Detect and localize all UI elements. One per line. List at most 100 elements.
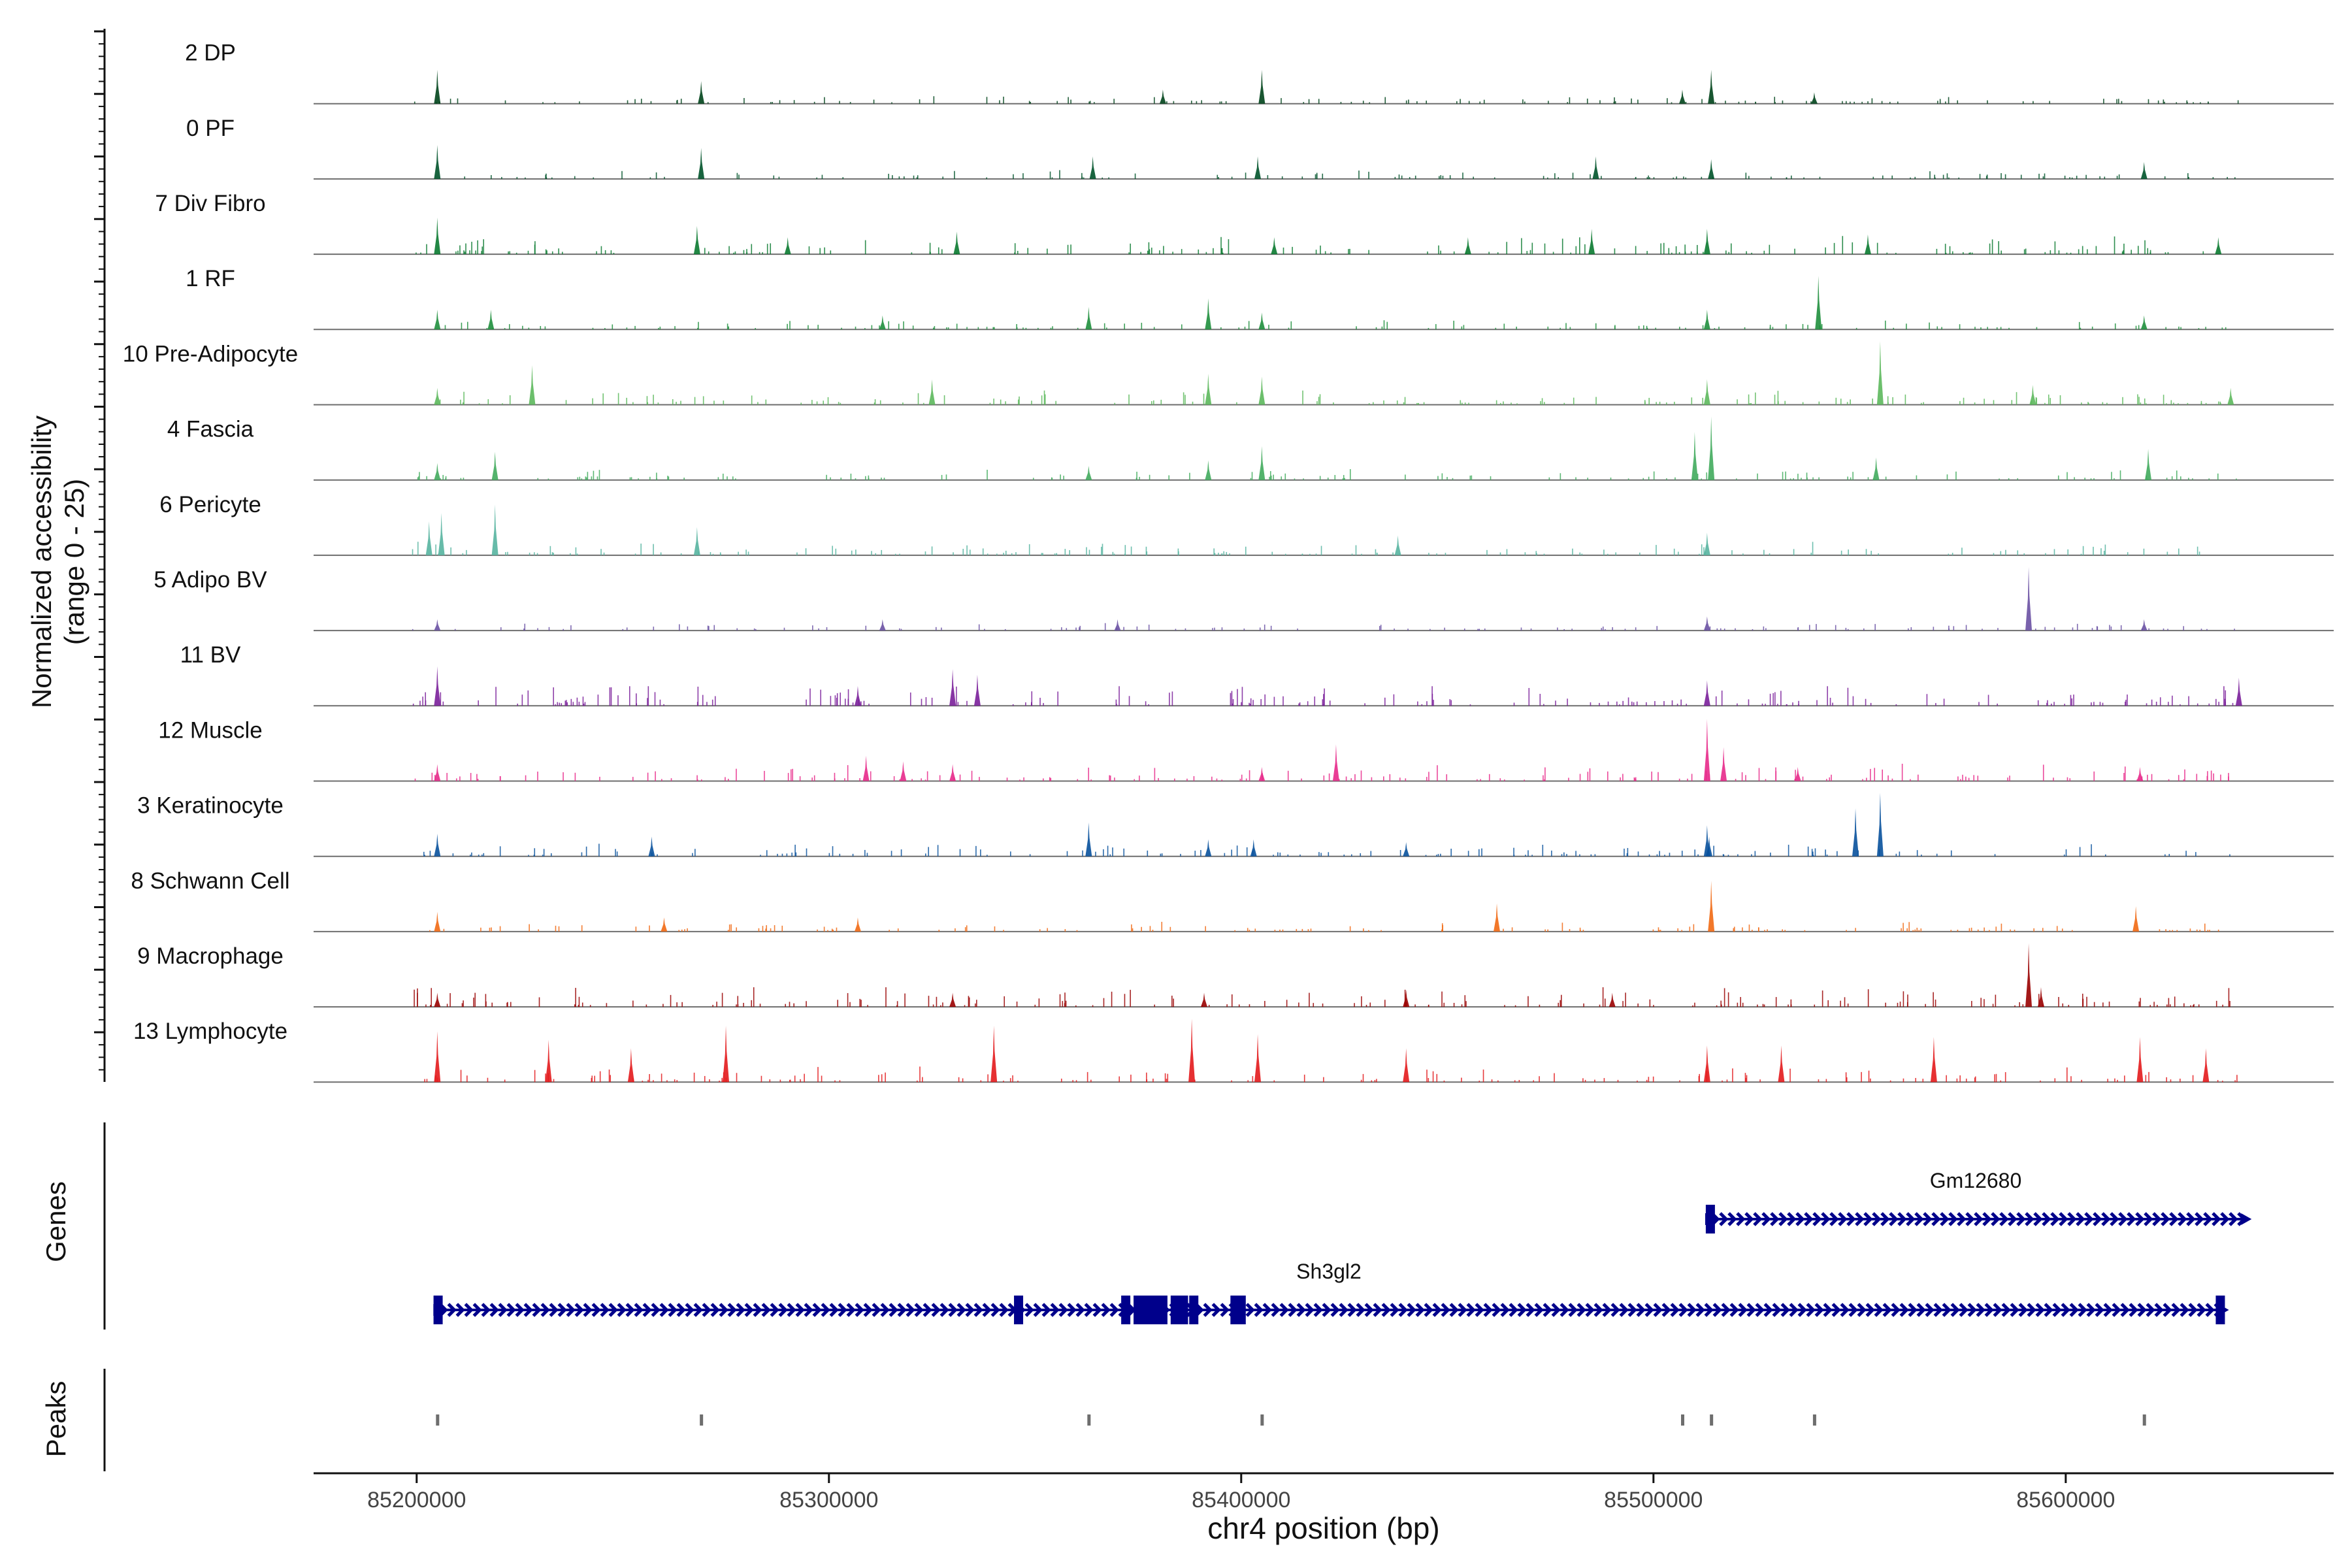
peak-region — [1710, 1414, 1714, 1426]
coverage-peak — [1159, 90, 1166, 104]
track-label: 12 Muscle — [158, 717, 263, 743]
gene-gm12680: Gm12680 — [1705, 1169, 2252, 1233]
track-10-pre-adipocyte: 10 Pre-Adipocyte — [123, 341, 2334, 406]
track-label: 2 DP — [185, 41, 236, 66]
coverage-peak — [1085, 306, 1092, 330]
y-axis-label-line2: (range 0 - 25) — [59, 479, 90, 645]
track-label: 3 Keratinocyte — [137, 793, 284, 819]
coverage-peak — [1703, 680, 1710, 706]
coverage-peak — [2227, 387, 2234, 405]
coverage-peak — [879, 315, 886, 330]
coverage-peak — [1089, 156, 1096, 179]
y-axis-label-line1: Normalized accessibility — [26, 416, 57, 708]
gene-exon — [1236, 1296, 1246, 1324]
coverage-peak — [1872, 457, 1880, 480]
coverage-peak — [1703, 310, 1710, 330]
coverage-peak — [2025, 943, 2033, 1007]
coverage-peak — [1258, 376, 1266, 405]
track-0-pf: 0 PF — [186, 116, 2334, 180]
coverage-peak — [1188, 1019, 1196, 1083]
coverage-peak — [1114, 619, 1121, 631]
coverage-peak — [661, 917, 668, 932]
x-tick-label: 85600000 — [2016, 1488, 2115, 1512]
coverage-peak — [1678, 90, 1686, 104]
coverage-peak — [438, 513, 445, 555]
gene-exon — [1141, 1296, 1151, 1324]
coverage-peak — [1876, 792, 1884, 857]
track-label: 13 Lymphocyte — [133, 1019, 287, 1044]
coverage-peak — [1703, 719, 1710, 781]
coverage-peak — [529, 365, 536, 405]
coverage-peak — [1254, 1034, 1262, 1083]
coverage-peak — [2140, 161, 2148, 179]
coverage-peak — [434, 619, 441, 631]
coverage-peak — [627, 1048, 634, 1083]
coverage-peak — [1588, 229, 1595, 255]
peak-region — [1087, 1414, 1091, 1426]
coverage-peak — [1592, 156, 1599, 179]
coverage-peak — [2136, 766, 2144, 781]
track-label: 0 PF — [186, 116, 235, 141]
coverage-peak — [1876, 341, 1884, 405]
coverage-peak — [491, 504, 498, 555]
coverage-peak — [879, 619, 886, 631]
coverage-peak — [698, 148, 705, 179]
gene-strand-chevrons — [1710, 1212, 2247, 1226]
coverage-peak — [1201, 992, 1208, 1007]
coverage-peak — [1810, 92, 1818, 104]
coverage-peak — [953, 231, 960, 255]
track-8-schwann-cell: 8 Schwann Cell — [131, 868, 2334, 932]
coverage-peak — [1271, 237, 1278, 255]
track-5-adipo-bv: 5 Adipo BV — [154, 566, 2334, 632]
gene-exon — [1121, 1296, 1131, 1324]
coverage-peak — [491, 451, 498, 480]
coverage-peak — [1703, 532, 1710, 555]
coverage-peak — [434, 217, 441, 255]
track-label: 7 Div Fibro — [155, 191, 265, 216]
x-axis-label: chr4 position (bp) — [1207, 1511, 1439, 1545]
gene-exon — [1179, 1296, 1188, 1324]
coverage-peak — [1258, 766, 1266, 781]
coverage-peak — [1258, 446, 1266, 480]
track-label: 10 Pre-Adipocyte — [123, 341, 298, 367]
coverage-peak — [1205, 839, 1212, 857]
coverage-peak — [1706, 836, 1713, 857]
coverage-peak — [1494, 903, 1501, 932]
coverage-peak — [434, 1031, 441, 1083]
coverage-peak — [949, 764, 956, 781]
track-label: 6 Pericyte — [159, 492, 261, 517]
track-label: 8 Schwann Cell — [131, 868, 289, 894]
coverage-peak — [434, 463, 441, 480]
coverage-peak — [2132, 906, 2140, 932]
track-11-bv: 11 BV — [180, 642, 2334, 707]
coverage-peak — [1708, 159, 1715, 179]
coverage-peak — [1778, 1045, 1785, 1083]
coverage-peak — [1258, 312, 1266, 330]
coverage-peak — [434, 145, 441, 179]
gene-annotation-track: Gm12680 Sh3gl2 — [433, 1169, 2252, 1324]
coverage-peak — [1254, 156, 1262, 179]
track-1-rf: 1 RF — [186, 266, 2334, 331]
peak-region — [1812, 1414, 1816, 1426]
coverage-peak — [2202, 1048, 2210, 1083]
coverage-peak — [949, 992, 956, 1007]
coverage-peak — [434, 911, 441, 932]
coverage-peak — [1205, 298, 1212, 330]
gene-exon — [1158, 1296, 1168, 1324]
coverage-peak — [1703, 616, 1710, 631]
gene-exon — [1134, 1296, 1143, 1324]
y-axis-label: Normalized accessibility (range 0 - 25) — [26, 416, 90, 708]
track-4-fascia: 4 Fascia — [167, 416, 2334, 481]
coverage-peak — [434, 69, 441, 104]
coverage-peak — [1703, 1045, 1710, 1083]
coverage-peak — [854, 686, 861, 706]
peak-region — [436, 1414, 440, 1426]
coverage-peak — [1609, 992, 1616, 1007]
coverage-peak — [545, 1039, 552, 1083]
coverage-peak — [862, 755, 870, 781]
coverage-peak — [1258, 69, 1266, 104]
gene-sh3gl2: Sh3gl2 — [433, 1260, 2229, 1324]
coverage-peak — [949, 669, 956, 706]
coverage-peak — [1703, 379, 1710, 405]
coverage-peak — [1815, 276, 1822, 330]
